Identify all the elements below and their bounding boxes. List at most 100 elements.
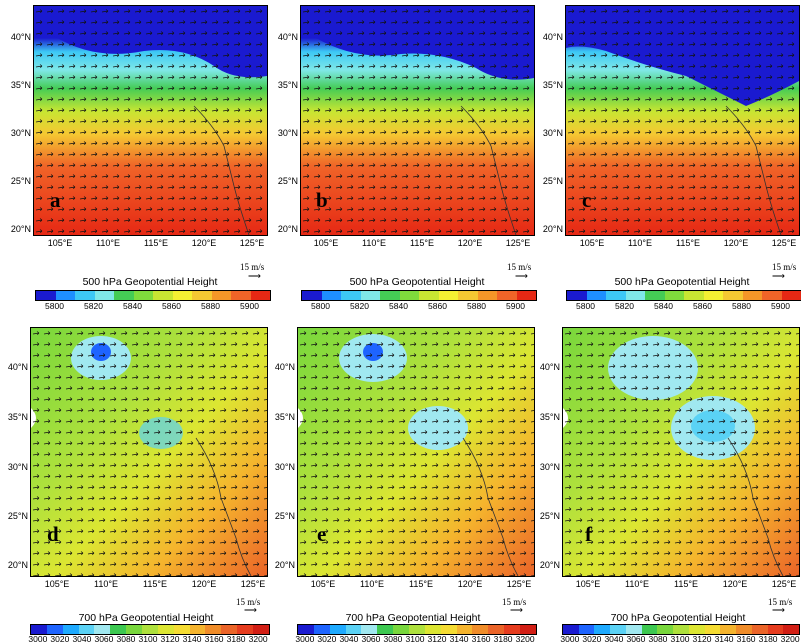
- lat-label: 40°N: [0, 362, 28, 372]
- lat-label: 35°N: [532, 412, 560, 422]
- colorbar-swatch: [439, 291, 459, 300]
- lat-label: 30°N: [267, 462, 295, 472]
- lon-label: 110°E: [86, 579, 126, 589]
- colorbar-swatch: [520, 625, 536, 634]
- colorbar-tick-label: 5840: [118, 301, 148, 311]
- colorbar-tick-label: 5900: [235, 301, 265, 311]
- colorbar-title: 500 hPa Geopotential Height: [297, 276, 537, 288]
- colorbar-tick-label: 5840: [649, 301, 679, 311]
- geopotential-field-d: [31, 328, 267, 576]
- lon-label: 115°E: [401, 579, 441, 589]
- colorbar-swatch: [251, 291, 271, 300]
- colorbar-tick-label: 5840: [384, 301, 414, 311]
- map-panel-d: [30, 327, 268, 577]
- geopotential-field-f: [563, 328, 799, 576]
- colorbar-swatch: [579, 625, 595, 634]
- colorbar-swatch: [212, 291, 232, 300]
- map-panel-a: [33, 5, 268, 236]
- geopotential-field-b: [301, 6, 534, 235]
- colorbar-swatch: [587, 291, 607, 300]
- lon-label: 120°E: [450, 579, 490, 589]
- lat-label: 25°N: [270, 176, 298, 186]
- lon-label: 105°E: [40, 238, 80, 248]
- lat-label: 20°N: [532, 560, 560, 570]
- lon-label: 110°E: [620, 238, 660, 248]
- colorbar-swatch: [642, 625, 658, 634]
- colorbar-swatch: [762, 291, 782, 300]
- lon-label: 110°E: [352, 579, 392, 589]
- colorbar-swatch: [704, 291, 724, 300]
- lon-label: 105°E: [306, 238, 346, 248]
- lon-label: 115°E: [135, 579, 175, 589]
- lat-label: 35°N: [270, 80, 298, 90]
- colorbar-swatch: [361, 291, 381, 300]
- colorbar-swatch: [380, 291, 400, 300]
- colorbar: [301, 290, 537, 301]
- map-panel-f: [562, 327, 800, 577]
- colorbar-swatch: [504, 625, 520, 634]
- lat-label: 40°N: [532, 362, 560, 372]
- lat-label: 20°N: [270, 224, 298, 234]
- colorbar-tick-label: 5900: [766, 301, 796, 311]
- lat-label: 40°N: [3, 32, 31, 42]
- lat-label: 25°N: [3, 176, 31, 186]
- colorbar-swatch: [322, 291, 342, 300]
- map-panel-c: [565, 5, 800, 236]
- colorbar-swatch: [626, 291, 646, 300]
- lon-label: 115°E: [668, 238, 708, 248]
- colorbar-swatch: [341, 291, 361, 300]
- colorbar-swatch: [47, 625, 63, 634]
- colorbar-swatch: [419, 291, 439, 300]
- colorbar-swatch: [705, 625, 721, 634]
- lat-label: 30°N: [535, 128, 563, 138]
- colorbar-swatch: [567, 291, 587, 300]
- colorbar-tick-label: 5880: [196, 301, 226, 311]
- colorbar-tick-label: 5900: [501, 301, 531, 311]
- lat-label: 30°N: [270, 128, 298, 138]
- colorbar-swatch: [689, 625, 705, 634]
- lon-label: 105°E: [568, 579, 608, 589]
- colorbar-swatch: [110, 625, 126, 634]
- lon-label: 120°E: [184, 579, 224, 589]
- colorbar-tick-label: 5880: [462, 301, 492, 311]
- colorbar-swatch: [720, 625, 736, 634]
- lon-label: 120°E: [715, 579, 755, 589]
- lon-label: 120°E: [716, 238, 756, 248]
- colorbar-swatch: [173, 291, 193, 300]
- colorbar-swatch: [645, 291, 665, 300]
- colorbar-swatch: [665, 291, 685, 300]
- colorbar-swatch: [606, 291, 626, 300]
- colorbar-swatch: [393, 625, 409, 634]
- colorbar-tick-label: 5820: [79, 301, 109, 311]
- colorbar-swatch: [409, 625, 425, 634]
- colorbar-swatch: [626, 625, 642, 634]
- colorbar-swatch: [205, 625, 221, 634]
- lon-label: 120°E: [450, 238, 490, 248]
- panel-label: e: [317, 522, 326, 547]
- lat-label: 25°N: [267, 511, 295, 521]
- lon-label: 125°E: [233, 579, 273, 589]
- colorbar-title: 700 hPa Geopotential Height: [293, 612, 533, 624]
- colorbar-swatch: [95, 291, 115, 300]
- colorbar-swatch: [684, 291, 704, 300]
- lat-label: 35°N: [0, 412, 28, 422]
- colorbar-swatch: [142, 625, 158, 634]
- lat-label: 20°N: [535, 224, 563, 234]
- panel-label: d: [47, 522, 59, 547]
- lat-label: 35°N: [3, 80, 31, 90]
- colorbar-swatch: [190, 625, 206, 634]
- panel-label: a: [50, 188, 61, 213]
- colorbar-swatch: [488, 625, 504, 634]
- lat-label: 25°N: [0, 511, 28, 521]
- colorbar-swatch: [253, 625, 269, 634]
- colorbar-swatch: [192, 291, 212, 300]
- colorbar-swatch: [723, 291, 743, 300]
- colorbar-swatch: [657, 625, 673, 634]
- colorbar-swatch: [126, 625, 142, 634]
- colorbar-swatch: [63, 625, 79, 634]
- geopotential-field-e: [298, 328, 534, 576]
- lon-label: 110°E: [354, 238, 394, 248]
- colorbar-swatch: [174, 625, 190, 634]
- colorbar-swatch: [237, 625, 253, 634]
- colorbar-swatch: [221, 625, 237, 634]
